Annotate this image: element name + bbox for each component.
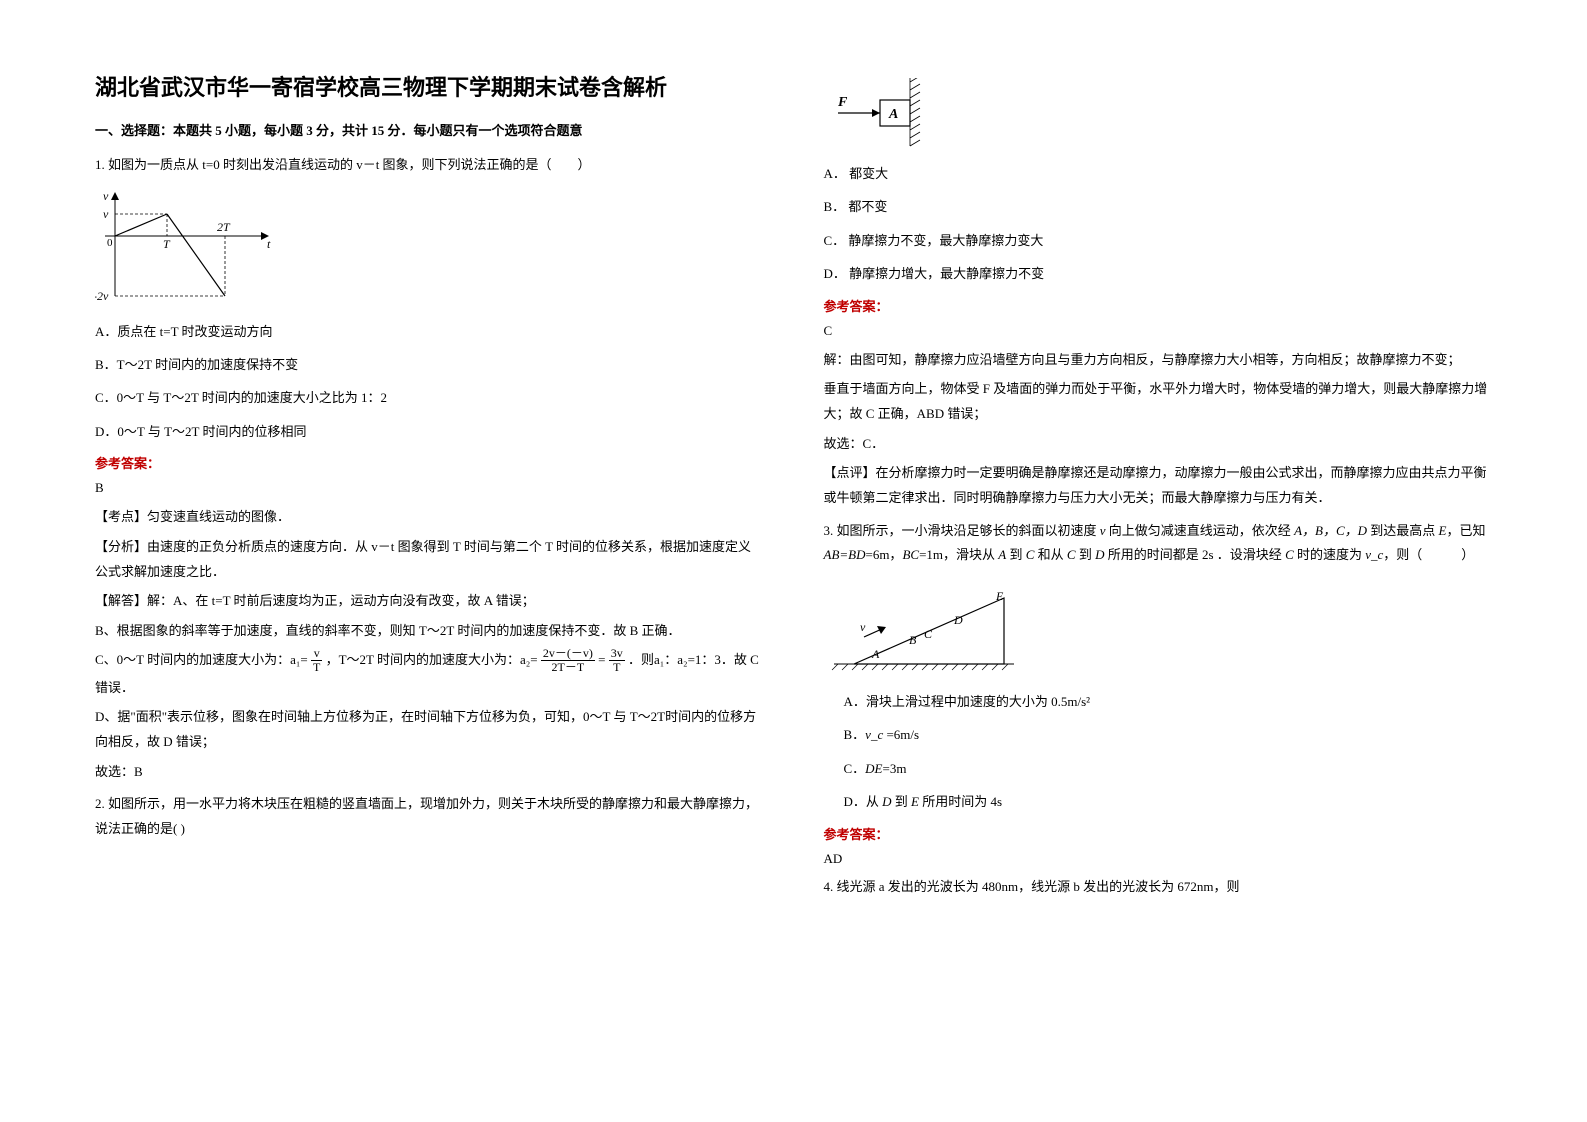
- q1-answer: B: [95, 480, 764, 496]
- q1-option-a: A．质点在 t=T 时改变运动方向: [95, 320, 764, 343]
- pt-B: B: [909, 633, 917, 647]
- v-arrow-label: v: [860, 620, 866, 634]
- q3-option-c: C．DE=3m: [844, 757, 1493, 780]
- document-title: 湖北省武汉市华一寄宿学校高三物理下学期期末试卷含解析: [95, 70, 764, 102]
- q2-option-b: B． 都不变: [824, 195, 1493, 218]
- q3-answer-label: 参考答案：: [824, 824, 1493, 843]
- q1-analysis-end: 故选：B: [95, 759, 764, 784]
- q1-option-b: B．T～2T 时间内的加速度保持不变: [95, 353, 764, 376]
- section-header: 一、选择题：本题共 5 小题，每小题 3 分，共计 15 分．每小题只有一个选项…: [95, 120, 764, 139]
- pt-C: C: [924, 627, 933, 641]
- frac-2: 2v－(－v)2T－T: [541, 647, 595, 674]
- q1-analysis-1: 【分析】由速度的正负分析质点的速度方向．从 v－t 图象得到 T 时间与第二个 …: [95, 534, 764, 585]
- y-tick-v: v: [103, 207, 109, 221]
- q2-analysis-2: 故选：C．: [824, 431, 1493, 456]
- q1-option-d: D．0～T 与 T～2T 时间内的位移相同: [95, 420, 764, 443]
- q3-option-d: D．从 D 到 E 所用时间为 4s: [844, 790, 1493, 813]
- q1-graph: v t v -2v T 2T 0: [95, 186, 764, 310]
- x-tick-T: T: [163, 237, 171, 251]
- y-axis-label: v: [103, 189, 109, 203]
- q2-option-c: C． 静摩擦力不变，最大静摩擦力变大: [824, 229, 1493, 252]
- q1-c-prefix: C、0～T 时间内的加速度大小为：a₁=: [95, 652, 308, 667]
- left-column: 湖北省武汉市华一寄宿学校高三物理下学期期末试卷含解析 一、选择题：本题共 5 小…: [95, 70, 764, 907]
- block-label: A: [888, 107, 898, 122]
- x-axis-label: t: [267, 237, 271, 251]
- q1-analysis-0: 【考点】匀变速直线运动的图像．: [95, 504, 764, 529]
- q1-analysis-d: D、据"面积"表示位移，图象在时间轴上方位移为正，在时间轴下方位移为负，可知，0…: [95, 704, 764, 755]
- q3-answer: AD: [824, 851, 1493, 867]
- q2-stem: 2. 如图所示，用一水平力将木块压在粗糙的竖直墙面上，现增加外力，则关于木块所受…: [95, 792, 764, 841]
- q1-option-c: C．0～T 与 T～2T 时间内的加速度大小之比为 1：2: [95, 386, 764, 409]
- q2-analysis-3: 【点评】在分析摩擦力时一定要明确是静摩擦还是动摩擦力，动摩擦力一般由公式求出，而…: [824, 460, 1493, 511]
- q2-answer-label: 参考答案：: [824, 296, 1493, 315]
- q1-answer-label: 参考答案：: [95, 453, 764, 472]
- q1-analysis-2: 【解答】解：A、在 t=T 时前后速度均为正，运动方向没有改变，故 A 错误；: [95, 588, 764, 613]
- q3-option-b: B．v_c =6m/s: [844, 723, 1493, 746]
- pt-D: D: [953, 613, 963, 627]
- x-tick-2T: 2T: [217, 220, 231, 234]
- y-tick-2v: -2v: [95, 289, 109, 303]
- right-column: A F A． 都变大 B． 都不变 C． 静摩擦力不变，最大静摩擦力变大 D． …: [824, 70, 1493, 907]
- origin-label: 0: [107, 237, 113, 249]
- q4-stem: 4. 线光源 a 发出的光波长为 480nm，线光源 b 发出的光波长为 672…: [824, 875, 1493, 900]
- q3-stem: 3. 如图所示，一小滑块沿足够长的斜面以初速度 v 向上做匀减速直线运动，依次经…: [824, 519, 1493, 568]
- eq: =: [598, 652, 609, 667]
- pt-A: A: [871, 647, 880, 661]
- force-label: F: [837, 95, 848, 110]
- q2-option-a: A． 都变大: [824, 162, 1493, 185]
- q2-diagram: A F: [824, 78, 1493, 152]
- page-root: 湖北省武汉市华一寄宿学校高三物理下学期期末试卷含解析 一、选择题：本题共 5 小…: [0, 0, 1587, 947]
- q2-analysis-1: 垂直于墙面方向上，物体受 F 及墙面的弹力而处于平衡，水平外力增大时，物体受墙的…: [824, 376, 1493, 427]
- q2-option-d: D． 静摩擦力增大，最大静摩擦力不变: [824, 262, 1493, 285]
- q2-answer: C: [824, 323, 1493, 339]
- q2-analysis-0: 解：由图可知，静摩擦力应沿墙壁方向且与重力方向相反，与静摩擦力大小相等，方向相反…: [824, 347, 1493, 372]
- q1-analysis-3: B、根据图象的斜率等于加速度，直线的斜率不变，则知 T～2T 时间内的加速度保持…: [95, 618, 764, 643]
- q3-diagram: v A B C D E: [824, 576, 1493, 680]
- q3-option-a: A．滑块上滑过程中加速度的大小为 0.5m/s²: [844, 690, 1493, 713]
- q1-stem: 1. 如图为一质点从 t=0 时刻出发沿直线运动的 v－t 图象，则下列说法正确…: [95, 153, 764, 178]
- q1-c-mid: ，T～2T 时间内的加速度大小为：a₂=: [326, 652, 541, 667]
- pt-E: E: [995, 589, 1004, 603]
- frac-3: 3vT: [609, 647, 625, 674]
- frac-1: vT: [311, 647, 322, 674]
- q1-analysis-c: C、0～T 时间内的加速度大小为：a₁= vT ，T～2T 时间内的加速度大小为…: [95, 647, 764, 700]
